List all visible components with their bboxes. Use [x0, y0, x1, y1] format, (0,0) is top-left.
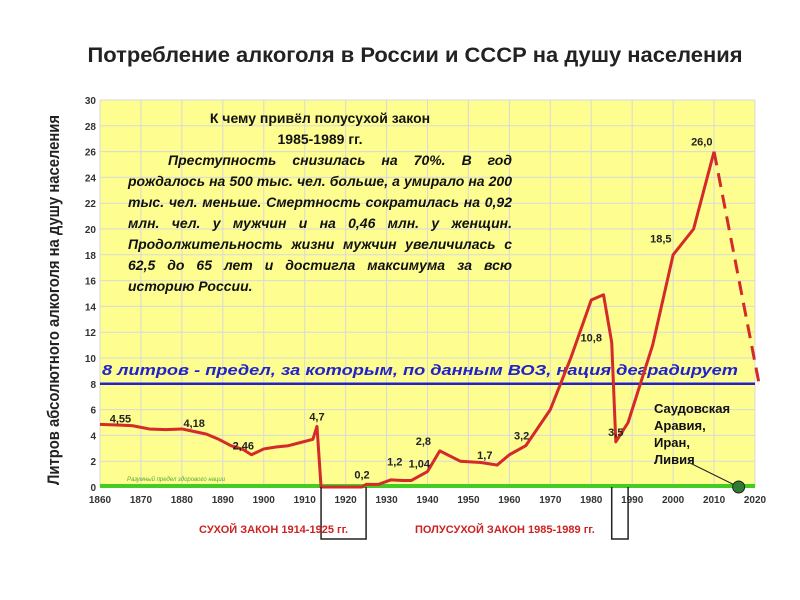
data-label: 18,5 — [650, 233, 671, 245]
x-tick-label: 2000 — [662, 495, 685, 506]
y-tick-label: 30 — [85, 96, 97, 107]
x-tick-label: 1980 — [580, 495, 603, 506]
y-tick-label: 4 — [90, 431, 96, 442]
data-label: 3,5 — [608, 427, 623, 439]
x-tick-label: 1890 — [212, 495, 235, 506]
y-tick-label: 18 — [85, 251, 97, 262]
forecast-dashed-line — [712, 151, 761, 385]
x-tick-label: 1870 — [130, 495, 153, 506]
period-label: СУХОЙ ЗАКОН 1914-1925 гг. — [199, 523, 348, 536]
x-tick-label: 1960 — [498, 495, 521, 506]
period-bracket — [610, 487, 629, 540]
y-tick-label: 6 — [90, 406, 96, 417]
who-limit-text: 8 литров - предел, за которым, по данным… — [102, 362, 738, 379]
y-tick-label: 2 — [90, 457, 96, 468]
x-tick-label: 1910 — [294, 495, 317, 506]
data-labels: 4,55 4,18 2,46 4,7 0,2 1,2 1,04 2,8 1,7 3,2 10,8 3,… — [110, 137, 713, 482]
period-bracket — [320, 487, 367, 540]
marker-pointer — [689, 462, 739, 488]
x-tick-label: 2020 — [744, 495, 767, 506]
law-periods: СУХОЙ ЗАКОН 1914-1925 гг. ПОЛУСУХОЙ ЗАКОН… — [199, 487, 629, 540]
marker — [689, 462, 746, 494]
y-tick-label: 10 — [85, 354, 97, 365]
series-line — [99, 151, 761, 489]
data-label: 4,18 — [183, 418, 204, 430]
note-body: Преступность снизилась на 70%. В год рож… — [128, 152, 512, 294]
x-tick-label: 1970 — [539, 495, 562, 506]
note-title-line2: 1985-1989 гг. — [277, 131, 363, 147]
x-tick-label: 1920 — [335, 495, 358, 506]
marker-dot — [732, 480, 746, 494]
y-tick-label: 22 — [85, 199, 97, 210]
x-tick-label: 1860 — [89, 495, 112, 506]
saudi-line: Аравия, — [654, 418, 706, 433]
data-label: 1,04 — [409, 459, 431, 471]
y-tick-label: 8 — [90, 380, 96, 391]
data-label: 2,46 — [233, 440, 254, 452]
x-tick-label: 2010 — [703, 495, 726, 506]
saudi-line: Ливия — [654, 452, 695, 467]
data-label: 10,8 — [581, 333, 602, 345]
x-tick-label: 1930 — [375, 495, 398, 506]
y-tick-label: 26 — [85, 148, 97, 159]
y-tick-label: 20 — [85, 225, 97, 236]
healthy-limit-text: Разумный предел здорового нации — [127, 476, 226, 483]
y-axis-label: Литров абсолютного алкоголя на душу насе… — [44, 115, 63, 485]
y-tick-label: 24 — [85, 173, 97, 184]
data-label: 4,55 — [110, 413, 131, 425]
y-tick-label: 12 — [85, 328, 97, 339]
x-tick-label: 1940 — [416, 495, 439, 506]
data-label: 26,0 — [691, 137, 712, 149]
x-tick-label: 1880 — [171, 495, 194, 506]
note-box: К чему привёл полусухой закон 1985-1989 … — [128, 108, 512, 297]
note-title-line1: К чему привёл полусухой закон — [209, 110, 431, 126]
data-label: 3,2 — [514, 431, 529, 443]
series-line-path — [99, 151, 716, 489]
y-tick-label: 16 — [85, 277, 97, 288]
data-label: 1,7 — [477, 450, 492, 462]
data-label: 4,7 — [309, 411, 324, 423]
x-tick-label: 1900 — [253, 495, 276, 506]
x-ticks: 1860 1870 1880 1890 1900 1910 1920 1930 1940 1950… — [89, 495, 767, 506]
data-label: 0,2 — [354, 469, 369, 481]
chart-title: Потребление алкоголя в России и СССР на … — [88, 44, 743, 67]
y-tick-label: 28 — [85, 122, 97, 133]
reference-lines: 8 литров - предел, за которым, по данным… — [100, 362, 755, 488]
saudi-label: Саудовская Аравия, Иран, Ливия — [654, 400, 730, 468]
y-tick-label: 0 — [90, 483, 96, 494]
x-tick-label: 1990 — [621, 495, 644, 506]
period-label: ПОЛУСУХОЙ ЗАКОН 1985-1989 гг. — [415, 523, 595, 536]
saudi-line: Саудовская — [654, 401, 731, 416]
saudi-line: Иран, — [654, 435, 690, 450]
y-tick-label: 14 — [85, 302, 97, 313]
data-label: 1,2 — [387, 457, 402, 469]
x-tick-label: 1950 — [457, 495, 480, 506]
data-label: 2,8 — [416, 436, 431, 448]
